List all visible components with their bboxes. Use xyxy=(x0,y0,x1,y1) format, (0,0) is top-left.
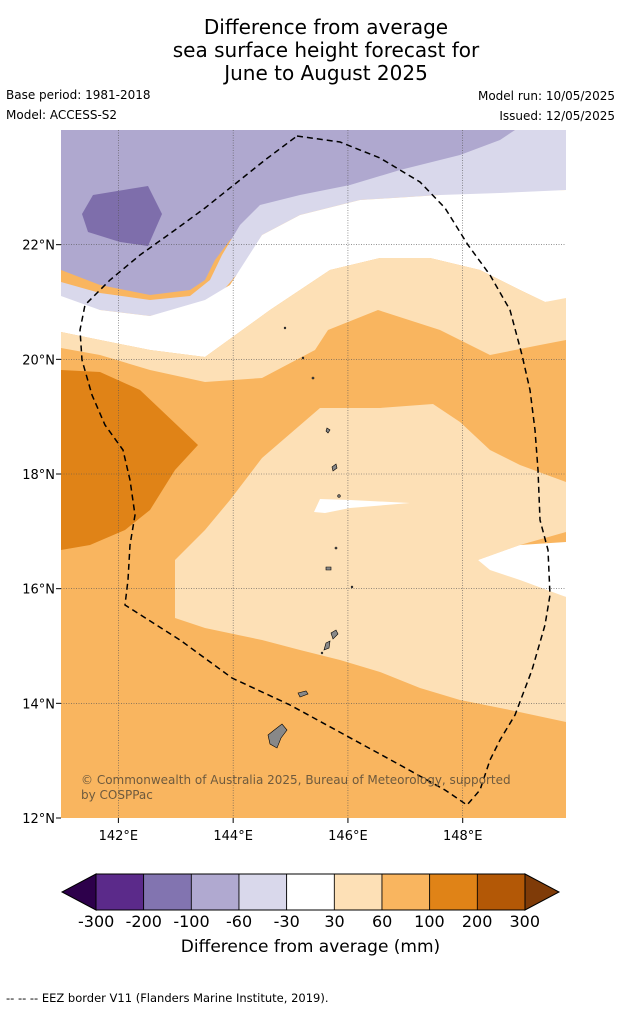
copyright-line-2: by COSPPac xyxy=(81,788,153,802)
title-line-3: June to August 2025 xyxy=(224,61,428,85)
field-white-central xyxy=(314,499,410,513)
colorbar-label: -300 xyxy=(78,912,115,931)
islands xyxy=(267,326,354,749)
island xyxy=(325,427,331,434)
field-100-200 xyxy=(61,370,198,550)
model-label: Model: ACCESS-S2 xyxy=(6,108,118,122)
colorbar-label: 200 xyxy=(461,912,493,931)
lon-tick-label: 144°E xyxy=(213,829,253,844)
island xyxy=(330,629,339,640)
graticule xyxy=(56,130,566,823)
field-30-60-north xyxy=(61,258,566,382)
island xyxy=(350,585,354,589)
lat-tick-label: 18°N xyxy=(22,468,55,483)
field-30-60-central xyxy=(175,404,566,722)
island xyxy=(325,566,332,571)
colorbar-swatch xyxy=(381,873,431,911)
eez-border xyxy=(79,135,551,806)
field-light-purple xyxy=(61,130,566,316)
colorbar-label: -200 xyxy=(125,912,162,931)
colorbar-swatch xyxy=(286,873,335,911)
title-line-2: sea surface height forecast for xyxy=(172,38,480,62)
island xyxy=(297,690,309,698)
island xyxy=(311,376,315,380)
copyright-line-1: © Commonwealth of Australia 2025, Bureau… xyxy=(81,773,511,787)
colorbar-swatch xyxy=(143,873,192,911)
lon-tick-label: 142°E xyxy=(99,829,139,844)
colorbar-label: 100 xyxy=(414,912,445,931)
island xyxy=(334,546,338,550)
lat-tick-label: 20°N xyxy=(22,353,55,368)
issued-label: Issued: 12/05/2025 xyxy=(499,109,615,123)
colorbar-swatch xyxy=(95,873,145,911)
base-period-label: Base period: 1981-2018 xyxy=(6,88,151,102)
colorbar-swatch xyxy=(429,873,478,911)
eez-footnote: -- -- -- EEZ border V11 (Flanders Marine… xyxy=(6,991,329,1005)
colorbar-extend-high xyxy=(524,873,561,911)
colorbar-swatch xyxy=(333,873,383,911)
colorbar-label: -30 xyxy=(273,912,300,931)
island xyxy=(337,494,341,498)
island xyxy=(283,326,287,330)
lon-tick-label: 148°E xyxy=(443,829,483,844)
colorbar-swatch xyxy=(238,873,288,911)
island xyxy=(323,640,331,651)
lat-tick-label: 16°N xyxy=(22,583,55,598)
title-line-1: Difference from average xyxy=(203,15,449,39)
lat-tick-label: 14°N xyxy=(22,697,55,712)
colorbar-swatch xyxy=(476,873,526,911)
colorbar-label: -60 xyxy=(226,912,253,931)
island xyxy=(320,651,324,655)
colorbar-swatch xyxy=(190,873,240,911)
chart-title: Difference from average sea surface heig… xyxy=(0,16,621,85)
lon-tick-label: 146°E xyxy=(328,829,368,844)
lat-tick-label: 22°N xyxy=(22,239,55,254)
colorbar-extend-low xyxy=(60,873,97,911)
colorbar-label: 30 xyxy=(324,912,345,931)
colorbar xyxy=(60,873,561,911)
lat-tick-label: 12°N xyxy=(22,812,55,827)
colorbar-label: -100 xyxy=(173,912,210,931)
colorbar-frame xyxy=(95,873,526,911)
field-white xyxy=(61,190,566,357)
field-dark-purple xyxy=(82,186,162,246)
field-white-east xyxy=(478,542,566,597)
island xyxy=(267,723,288,749)
island xyxy=(301,356,305,360)
colorbar-title: Difference from average (mm) xyxy=(180,937,441,957)
island xyxy=(331,463,338,472)
colorbar-label: 60 xyxy=(372,912,393,931)
model-run-label: Model run: 10/05/2025 xyxy=(477,89,615,103)
colorbar-label: 300 xyxy=(509,912,541,931)
axis-labels: 142°E 144°E 146°E 148°E 12°N 14°N 16°N 18°N 20°N… xyxy=(22,239,482,844)
